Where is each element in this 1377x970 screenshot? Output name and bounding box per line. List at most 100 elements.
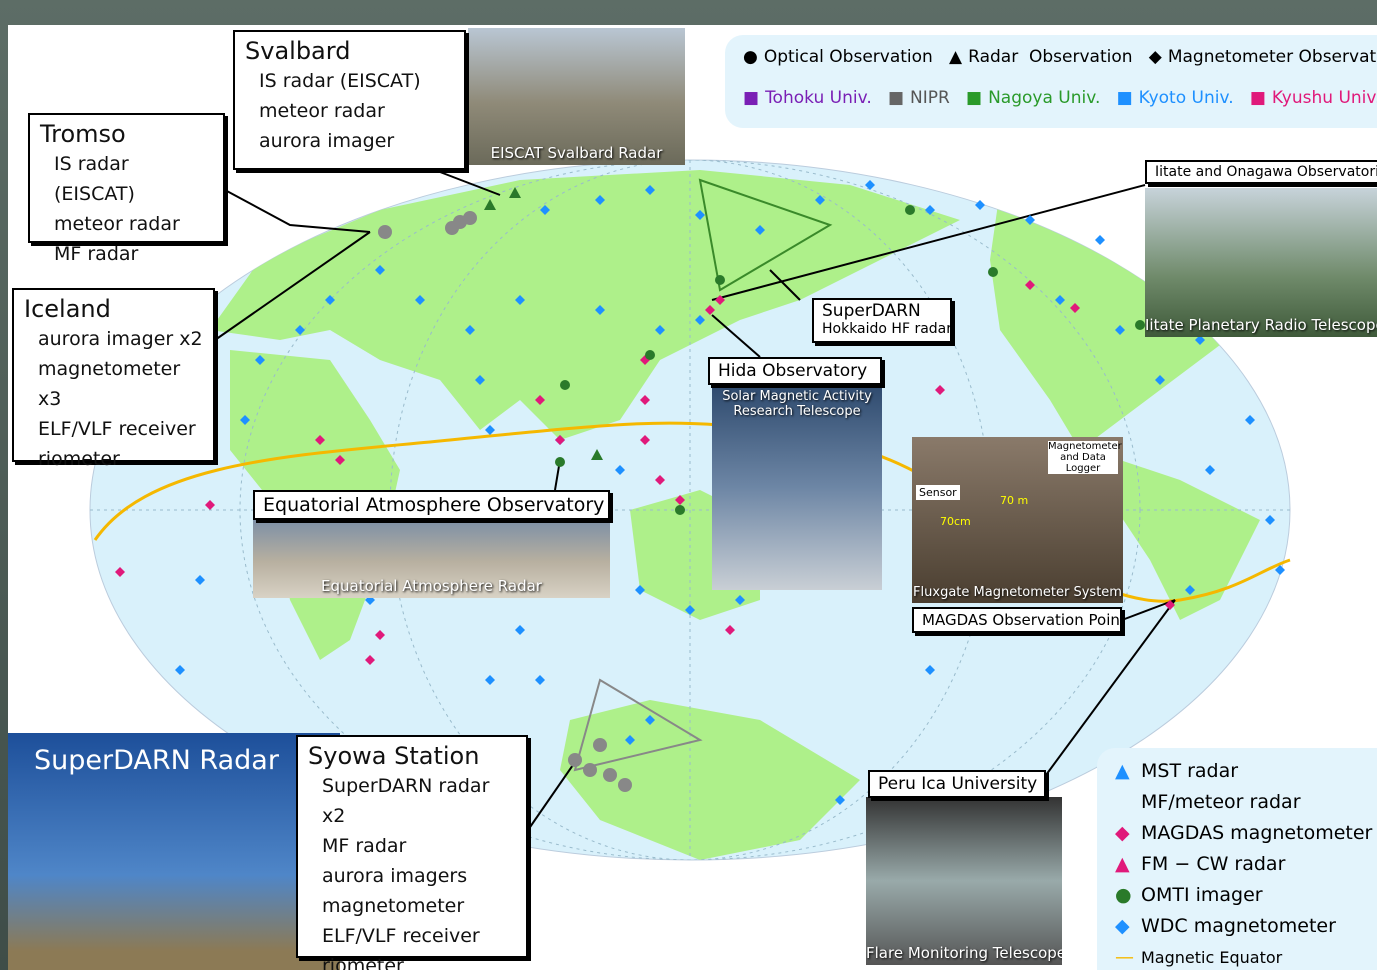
site-marker [515, 295, 525, 305]
site-markers [115, 180, 1285, 805]
label: MAGDAS Observation Point [912, 607, 1122, 633]
photo-caption: Iitate Planetary Radio Telescope [1145, 316, 1377, 334]
site-marker [535, 675, 545, 685]
site-marker [515, 625, 525, 635]
callout: Svalbard IS radar (EISCAT) meteor radar aur… [233, 30, 466, 170]
site-marker [555, 457, 565, 467]
legend-row: ▲ MST radar [1115, 760, 1238, 782]
legend-text: MST radar [1141, 760, 1239, 782]
site-marker [1095, 235, 1105, 245]
callout-item: magnetometer [322, 895, 465, 917]
site-marker [535, 395, 545, 405]
photo: SuperDARN Radar [8, 733, 340, 970]
photo: Sensor 70cm 70 m Magnetometer and Data L… [912, 437, 1123, 603]
site-marker [925, 665, 935, 675]
site-marker [645, 350, 655, 360]
legend-symbol: ◆ [1115, 822, 1130, 844]
site-marker [593, 738, 607, 752]
callout-item: ELF/VLF receiver [322, 925, 480, 947]
photo: Equatorial Atmosphere Radar [253, 518, 610, 598]
photo-label: 70 m [1000, 494, 1029, 507]
site-marker [335, 455, 345, 465]
photo-caption: Fluxgate Magnetometer System [913, 585, 1122, 600]
site-marker [463, 211, 477, 225]
legend-row: ● OMTI imager [1115, 884, 1263, 906]
legend-text: Kyushu Univ. [1271, 88, 1377, 108]
photo-caption: Solar Magnetic Activity Research Telesco… [722, 389, 872, 419]
site-marker [695, 210, 705, 220]
callout-item: riometer [38, 448, 120, 470]
legend-text: WDC magnetometer [1141, 915, 1336, 937]
site-marker [1245, 415, 1255, 425]
site-marker [625, 735, 635, 745]
site-marker [295, 325, 305, 335]
site-marker [675, 505, 685, 515]
legend-text: MF/meteor radar [1141, 791, 1301, 813]
legend-text: Magnetic Equator [1141, 948, 1283, 967]
site-marker [715, 275, 725, 285]
site-marker [725, 625, 735, 635]
site-marker [560, 380, 570, 390]
site-marker [205, 500, 215, 510]
site-marker [175, 665, 185, 675]
site-marker [705, 305, 715, 315]
site-marker [375, 265, 385, 275]
site-marker [1135, 320, 1145, 330]
site-marker [1185, 585, 1195, 595]
site-marker [735, 595, 745, 605]
site-marker [675, 495, 685, 505]
site-marker [540, 205, 550, 215]
site-marker [685, 605, 695, 615]
callout-title: Iceland [24, 295, 111, 323]
site-marker [645, 715, 655, 725]
callout: Iceland aurora imager x2 magnetometer x3 EL… [12, 288, 215, 470]
site-marker [583, 763, 597, 777]
site-marker [815, 195, 825, 205]
top-legend: ● Optical Observation ▲ Radar Observation … [725, 35, 1377, 128]
photo-caption: SuperDARN Radar [34, 745, 279, 776]
photo-caption: Flare Monitoring Telescope [866, 944, 1062, 962]
site-marker [905, 205, 915, 215]
site-marker [755, 225, 765, 235]
label: Equatorial Atmosphere Observatory [253, 490, 610, 520]
legend-text: OMTI imager [1141, 884, 1263, 906]
site-marker [240, 415, 250, 425]
site-marker [655, 475, 665, 485]
site-marker [365, 655, 375, 665]
site-marker [1275, 565, 1285, 575]
site-marker [1155, 375, 1165, 385]
callout-item: IS radar (EISCAT) [54, 153, 135, 205]
callout-item: meteor radar [54, 213, 180, 235]
callout-title: Tromso [40, 120, 126, 148]
legend-symbol: — [1115, 946, 1134, 968]
photo: Solar Magnetic Activity Research Telesco… [712, 385, 882, 590]
callout-item: ELF/VLF receiver [38, 418, 196, 440]
label: SuperDARN Hokkaido HF radar [812, 298, 952, 343]
callout-title: Svalbard [245, 37, 351, 65]
legend-text: Radar Observation [968, 47, 1133, 67]
label: Peru Ica University [868, 770, 1046, 798]
site-marker [645, 185, 655, 195]
site-marker [1205, 465, 1215, 475]
callout-item: aurora imager x2 [38, 328, 203, 350]
label-subtitle: Hokkaido HF radar [822, 321, 952, 337]
site-marker [475, 375, 485, 385]
callout-item: riometer [322, 955, 404, 970]
legend-row: MF/meteor radar [1115, 791, 1301, 813]
site-marker [595, 305, 605, 315]
callout: Tromso IS radar (EISCAT) meteor radar MF ra… [28, 113, 225, 265]
legend-text: Nagoya Univ. [988, 88, 1101, 108]
legend-text: MAGDAS magnetometer [1141, 822, 1373, 844]
site-marker [485, 675, 495, 685]
site-marker [445, 221, 459, 235]
legend-row: — Magnetic Equator [1115, 946, 1282, 968]
callout-item: aurora imager [259, 130, 395, 152]
site-marker [195, 575, 205, 585]
site-marker [465, 325, 475, 335]
photo-caption: Equatorial Atmosphere Radar [321, 577, 542, 595]
leader-lines [214, 171, 1176, 831]
legend-row: ◆ MAGDAS magnetometer [1115, 822, 1372, 844]
photo: Iitate Planetary Radio Telescope [1145, 188, 1377, 337]
radar-fov [698, 178, 833, 292]
